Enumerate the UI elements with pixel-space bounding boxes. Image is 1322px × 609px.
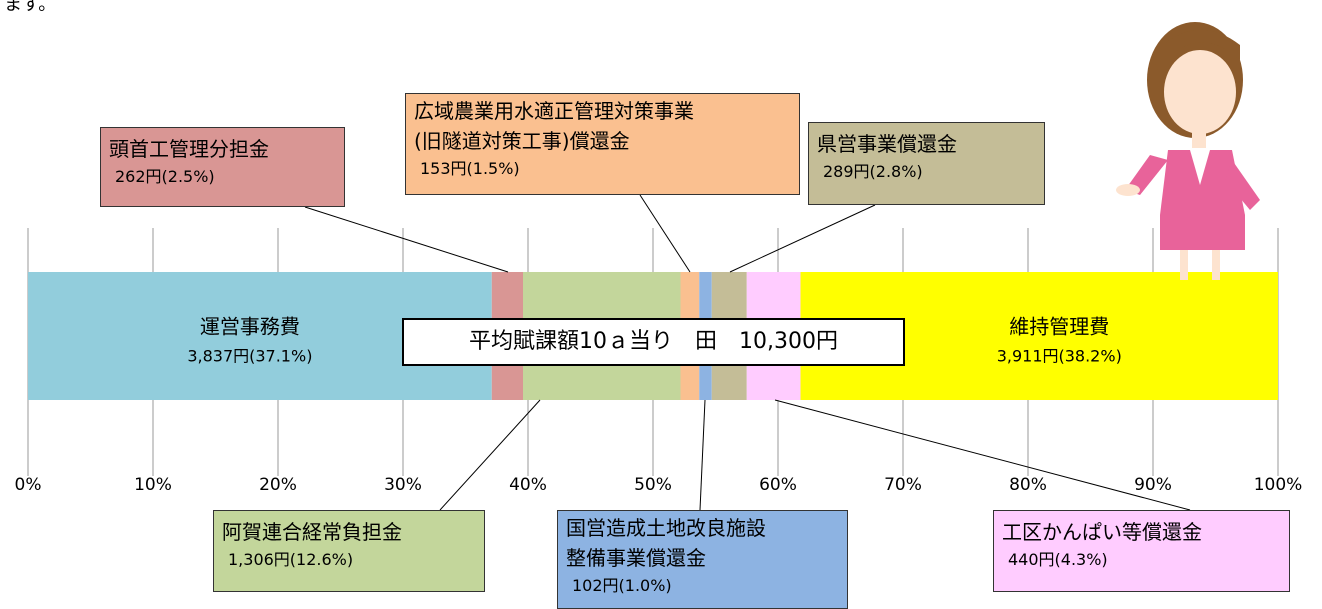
series-name: 国営造成土地改良施設 整備事業償還金 bbox=[566, 516, 766, 570]
series-name: 工区かんぱい等償還金 bbox=[1002, 520, 1202, 544]
value-label: 3,837円(37.1%) bbox=[187, 347, 312, 366]
page-text: ます。 bbox=[4, 0, 57, 15]
x-tick-label: 50% bbox=[634, 475, 672, 495]
value-label: 289円(2.8%) bbox=[823, 162, 923, 181]
x-tick-label: 0% bbox=[15, 475, 42, 495]
x-tick-label: 10% bbox=[134, 475, 172, 495]
series-name: 広域農業用水適正管理対策事業 (旧隧道対策工事)償還金 bbox=[414, 99, 694, 153]
x-tick-label: 30% bbox=[384, 475, 422, 495]
label-box: 国営造成土地改良施設 整備事業償還金 102円(1.0%) bbox=[557, 510, 848, 609]
label-box: 県営事業償還金 289円(2.8%) bbox=[808, 122, 1045, 205]
leader-lines bbox=[304, 194, 1191, 511]
x-tick-label: 70% bbox=[884, 475, 922, 495]
presenter-illustration bbox=[1116, 22, 1260, 280]
x-tick-label: 90% bbox=[1134, 475, 1172, 495]
value-label: 153円(1.5%) bbox=[420, 159, 520, 178]
value-label: 102円(1.0%) bbox=[572, 576, 672, 595]
value-label: 1,306円(12.6%) bbox=[228, 550, 354, 569]
label-box: 頭首工管理分担金 262円(2.5%) bbox=[100, 127, 345, 207]
series-name: 県営事業償還金 bbox=[817, 132, 957, 156]
annotation: 平均賦課額10ａ当り 田 10,300円 bbox=[402, 318, 905, 366]
x-tick-label: 60% bbox=[759, 475, 797, 495]
label-box: 阿賀連合経常負担金 1,306円(12.6%) bbox=[213, 510, 485, 592]
series-name: 阿賀連合経常負担金 bbox=[222, 520, 402, 544]
value-label: 3,911円(38.2%) bbox=[997, 347, 1122, 366]
value-label: 440円(4.3%) bbox=[1008, 550, 1108, 569]
x-tick-label: 20% bbox=[259, 475, 297, 495]
x-tick-label: 100% bbox=[1254, 475, 1303, 495]
label-box: 広域農業用水適正管理対策事業 (旧隧道対策工事)償還金 153円(1.5%) bbox=[405, 93, 800, 195]
series-name: 頭首工管理分担金 bbox=[109, 137, 269, 161]
x-tick-label: 40% bbox=[509, 475, 547, 495]
series-name: 運営事務費 bbox=[200, 315, 300, 339]
series-name: 維持管理費 bbox=[1009, 315, 1109, 339]
label-box: 工区かんぱい等償還金 440円(4.3%) bbox=[993, 510, 1290, 592]
x-tick-label: 80% bbox=[1009, 475, 1047, 495]
value-label: 262円(2.5%) bbox=[115, 167, 215, 186]
